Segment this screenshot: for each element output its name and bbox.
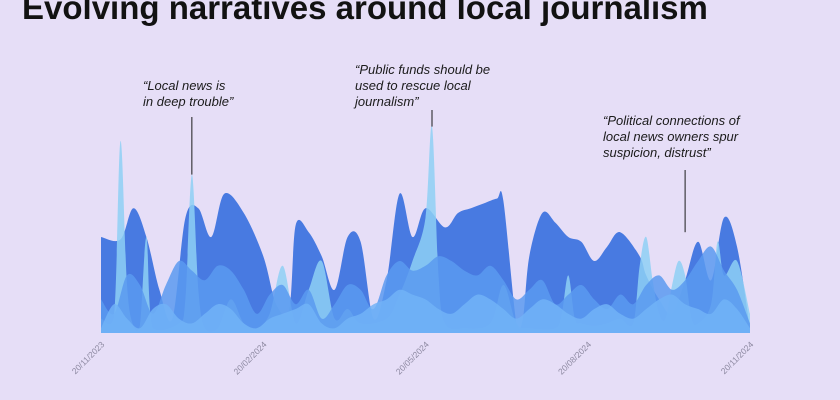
chart-title: Evolving narratives around local journal… — [22, 0, 708, 26]
annotation-line: “Political connections of — [603, 113, 741, 128]
x-tick-label: 20/11/2024 — [719, 339, 756, 376]
x-axis-ticks: 20/11/2023 20/02/2024 20/05/2024 20/08/2024… — [70, 339, 756, 376]
x-tick-label: 20/05/2024 — [394, 339, 431, 376]
series-area-3 — [101, 246, 750, 333]
annotations: “Local news is in deep trouble” “Public fu… — [143, 62, 741, 160]
annotation-line: in deep trouble” — [143, 94, 234, 109]
annotation-line: journalism” — [353, 94, 419, 109]
annotation-line: “Local news is — [143, 78, 226, 93]
annotation-line: used to rescue local — [355, 78, 472, 93]
series-area-4 — [101, 289, 750, 333]
annotation-line: local news owners spur — [603, 129, 739, 144]
annotation-line: suspicion, distrust” — [603, 145, 711, 160]
annotation-line: “Public funds should be — [355, 62, 490, 77]
annotation-text: “Public funds should be used to rescue lo… — [353, 62, 490, 109]
x-tick-label: 20/02/2024 — [232, 339, 269, 376]
annotation-text: “Political connections of local news owne… — [603, 113, 741, 160]
x-tick-label: 20/08/2024 — [556, 339, 593, 376]
annotation-leaders — [191, 110, 686, 233]
series-area-2 — [101, 125, 750, 333]
chart-areas — [101, 125, 750, 333]
x-tick-label: 20/11/2023 — [70, 339, 107, 376]
annotation-text: “Local news is in deep trouble” — [143, 78, 234, 109]
